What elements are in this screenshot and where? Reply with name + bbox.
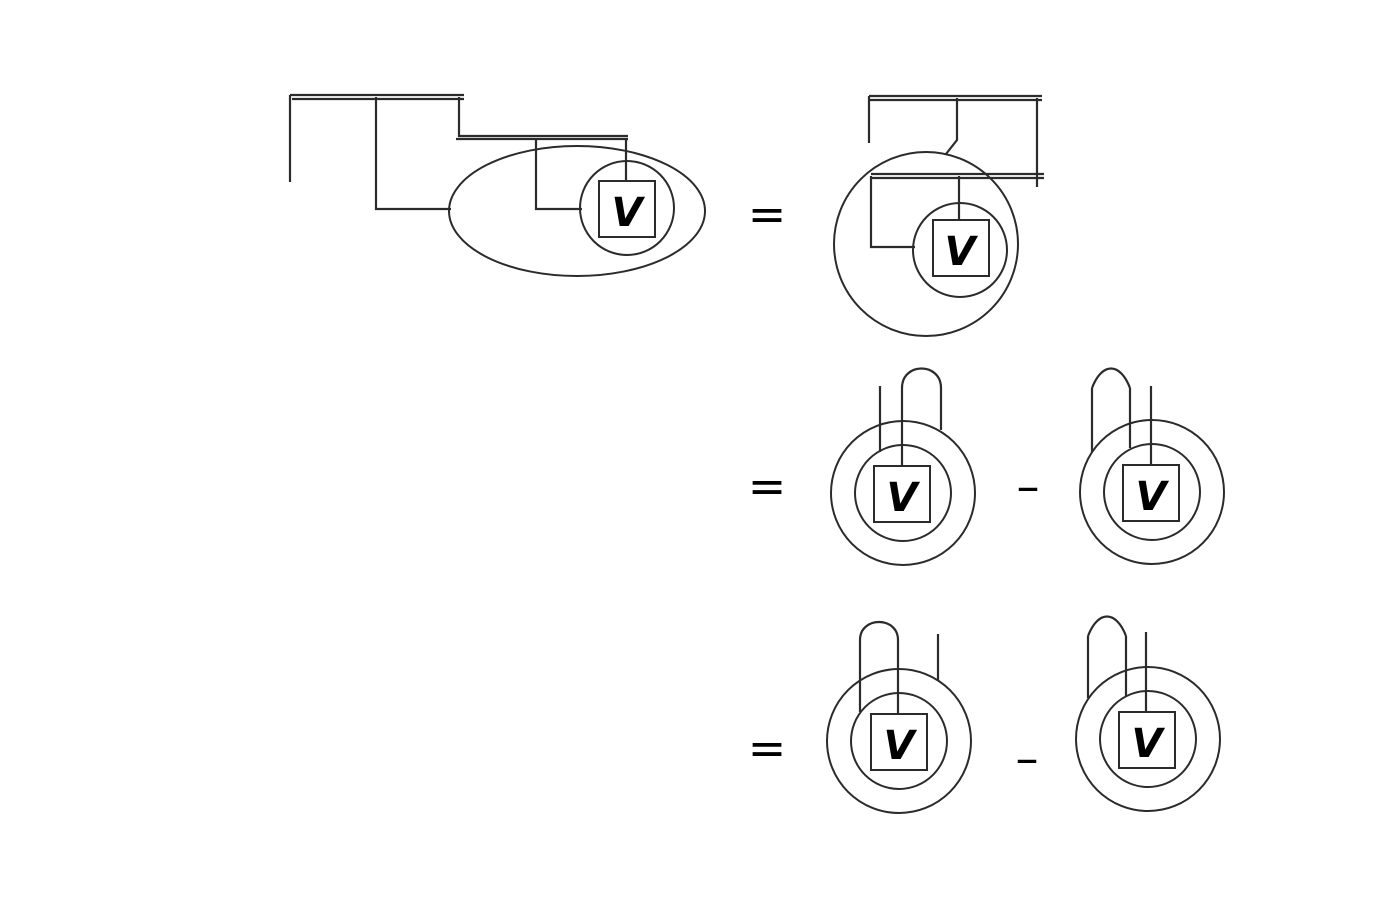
- lhs-diagram: V: [288, 93, 706, 277]
- row2-term1-v-node: [873, 465, 931, 523]
- lhs-top-wires: [288, 93, 464, 211]
- row3-term1-diagram: V: [826, 620, 972, 814]
- row3-term2-v-node: [1118, 711, 1176, 769]
- row3-term2-outer-ring: [1075, 666, 1221, 812]
- row3-term2-v-label: V: [1132, 721, 1166, 767]
- equals-sign-row1: =: [748, 187, 787, 241]
- row2-term2-v-node: [1122, 464, 1180, 522]
- lhs-middle-wires: [456, 97, 628, 211]
- row1-rhs-v-label: V: [945, 229, 979, 275]
- row2-term2-diagram: V: [1079, 367, 1225, 565]
- row3-term1-wires: [858, 620, 940, 714]
- minus-sign-row2: –: [1017, 459, 1040, 513]
- row1-rhs-outer-ring: [833, 151, 1019, 337]
- row2-term1-diagram: V: [830, 367, 976, 566]
- row3-term2-diagram: V: [1075, 615, 1221, 812]
- row3-term1-v-node: [870, 713, 928, 771]
- row2-term1-wires: [878, 367, 943, 466]
- row1-rhs-diagram: V: [833, 94, 1044, 337]
- row3-term2-inner-ring: [1099, 690, 1197, 788]
- row1-rhs-top-wires: [867, 94, 1042, 187]
- equals-sign-row2: =: [748, 459, 787, 513]
- row3-term1-v-label: V: [884, 723, 918, 769]
- row1-rhs-v-node: [932, 219, 990, 277]
- row2-term2-wires: [1090, 367, 1153, 465]
- lhs-outer-ellipse: [448, 145, 706, 277]
- equals-sign-row3: =: [748, 721, 787, 775]
- row3-term2-wires: [1086, 615, 1148, 712]
- minus-sign-row3: –: [1016, 731, 1039, 785]
- lhs-v-node: [598, 180, 656, 238]
- row2-term1-v-label: V: [887, 475, 921, 521]
- lhs-v-label: V: [612, 190, 646, 236]
- row1-rhs-inner-wires: [869, 172, 1044, 249]
- row2-term2-v-label: V: [1136, 474, 1170, 520]
